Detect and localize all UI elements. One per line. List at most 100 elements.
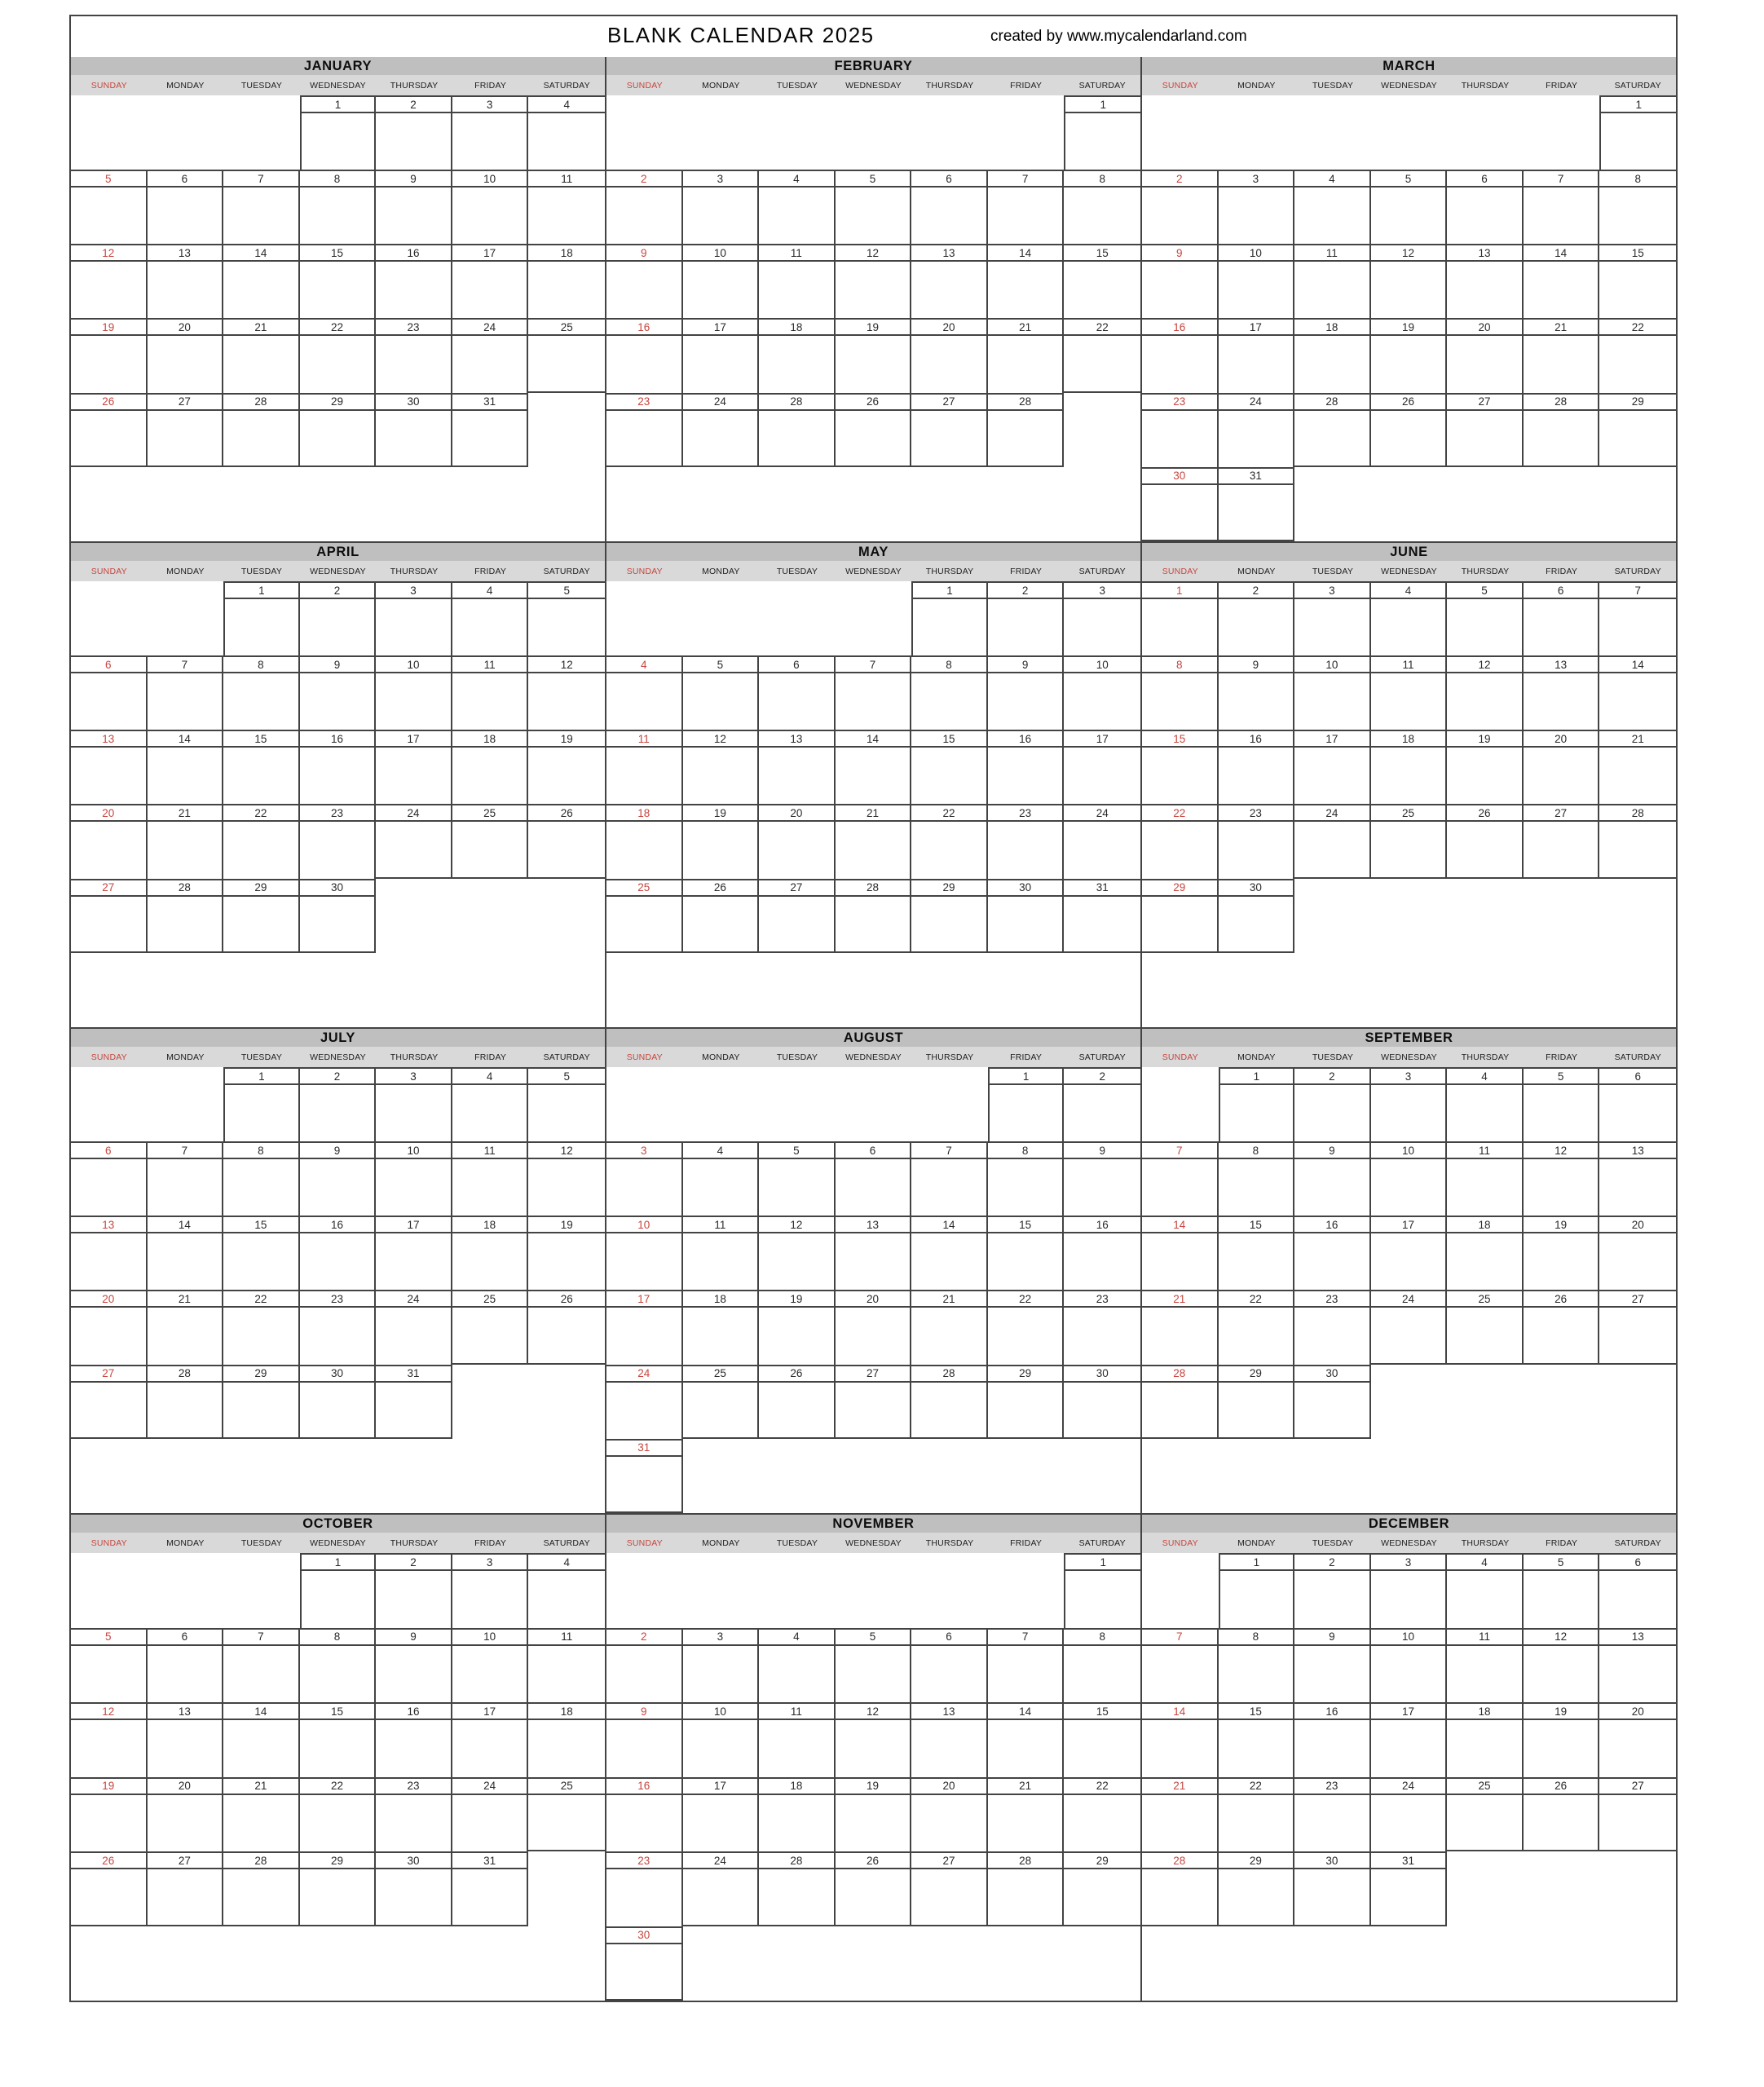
date-number: 10 <box>682 244 760 263</box>
notes-cell <box>606 1794 683 1851</box>
date-cell: 5 <box>835 170 912 245</box>
date-cell: 22 <box>1064 318 1140 393</box>
date-number: 1 <box>1064 1553 1140 1571</box>
date-cell: 10 <box>1064 655 1140 730</box>
notes-cell <box>1371 599 1448 656</box>
date-number: 24 <box>1370 1290 1448 1308</box>
date-cell: 20 <box>147 1776 224 1851</box>
notes-cell <box>988 336 1065 393</box>
notes-cell <box>1142 896 1219 953</box>
date-number: 27 <box>911 392 988 411</box>
date-number: 12 <box>528 655 605 674</box>
notes-cell <box>528 822 605 879</box>
notes-cell <box>1219 673 1295 730</box>
day-header-saturday: SATURDAY <box>1078 80 1126 90</box>
week-row <box>71 1439 605 1513</box>
date-number: 4 <box>682 1141 760 1160</box>
date-cell: 3 <box>1370 1067 1448 1142</box>
month-title: SEPTEMBER <box>1142 1029 1676 1047</box>
weekday-header-row: SUNDAY MONDAY TUESDAY WEDNESDAY THURSDAY FRID… <box>1142 75 1676 95</box>
notes-cell <box>1447 822 1524 879</box>
date-number: 16 <box>1142 318 1219 337</box>
notes-cell <box>1524 1645 1600 1702</box>
date-cell: 26 <box>1370 392 1448 467</box>
date-cell: 13 <box>759 730 836 805</box>
empty-day-cell <box>1219 95 1295 170</box>
date-number: 8 <box>1599 170 1676 188</box>
notes-cell <box>1142 599 1219 656</box>
date-number: 17 <box>376 730 452 748</box>
notes-cell <box>987 1085 1065 1142</box>
date-number: 30 <box>299 878 377 897</box>
week-row: 11 12 13 14 15 16 17 <box>606 730 1140 805</box>
notes-cell <box>1064 262 1140 318</box>
date-cell: 9 <box>987 655 1065 730</box>
notes-cell <box>528 1571 605 1628</box>
date-number: 8 <box>1064 170 1140 188</box>
date-cell: 7 <box>987 1627 1065 1702</box>
date-number: 25 <box>452 804 529 823</box>
date-cell: 1 <box>1064 1553 1140 1628</box>
notes-cell <box>1294 599 1371 656</box>
date-cell: 18 <box>528 1702 605 1777</box>
day-header-monday: MONDAY <box>702 1538 740 1548</box>
month-april: APRIL SUNDAY MONDAY TUESDAY WEDNESDAY THURSDA… <box>71 543 605 1027</box>
date-number: 7 <box>835 655 912 674</box>
date-cell: 18 <box>528 244 605 318</box>
notes-cell <box>1294 673 1371 730</box>
date-number: 8 <box>223 1141 300 1160</box>
empty-day-cell <box>988 1553 1065 1628</box>
notes-cell <box>299 1571 377 1628</box>
date-cell: 2 <box>376 1553 452 1628</box>
date-number: 18 <box>1370 730 1448 748</box>
date-number: 12 <box>1523 1627 1600 1646</box>
day-header-monday: MONDAY <box>1237 1052 1276 1062</box>
date-cell: 20 <box>759 804 836 879</box>
date-number: 6 <box>71 1141 148 1160</box>
date-cell: 29 <box>223 878 300 953</box>
date-number: 25 <box>606 878 683 897</box>
notes-cell <box>452 1308 529 1365</box>
notes-cell <box>1371 1571 1448 1628</box>
notes-cell <box>1142 1308 1219 1365</box>
day-header-saturday: SATURDAY <box>1614 1052 1661 1062</box>
date-number: 11 <box>1447 1141 1524 1160</box>
date-number: 3 <box>1370 1553 1448 1571</box>
date-number: 14 <box>147 1216 224 1234</box>
date-number: 3 <box>1370 1067 1448 1085</box>
notes-cell <box>836 1159 912 1216</box>
empty-day-cell <box>1064 393 1140 467</box>
date-number: 10 <box>1218 244 1295 263</box>
date-cell: 13 <box>71 1216 148 1291</box>
date-cell: 6 <box>1447 170 1524 245</box>
date-cell: 28 <box>1142 1364 1219 1439</box>
empty-day-cell <box>1599 879 1676 953</box>
date-cell: 12 <box>71 1702 148 1777</box>
empty-day-cell <box>452 879 529 953</box>
notes-cell <box>1142 822 1219 879</box>
date-number: 18 <box>759 318 836 337</box>
notes-cell <box>1370 1869 1448 1926</box>
date-cell: 31 <box>452 392 529 467</box>
date-number: 1 <box>223 1067 300 1085</box>
notes-cell <box>300 1720 377 1777</box>
week-row: 30 <box>606 1926 1140 2001</box>
date-number: 10 <box>682 1702 760 1720</box>
notes-cell <box>71 1794 148 1851</box>
date-cell: 4 <box>1447 1067 1524 1142</box>
date-cell: 15 <box>223 1216 300 1291</box>
date-cell: 14 <box>147 730 224 805</box>
date-cell: 6 <box>1599 1067 1676 1141</box>
date-cell: 18 <box>1370 730 1448 805</box>
date-cell: 10 <box>1294 655 1371 730</box>
notes-cell <box>1294 822 1371 879</box>
notes-cell <box>1599 1571 1676 1628</box>
empty-day-cell <box>71 581 148 655</box>
notes-cell <box>911 410 988 467</box>
week-row: 19 20 21 22 23 24 25 <box>71 318 605 393</box>
date-cell: 24 <box>606 1364 683 1439</box>
date-cell: 12 <box>759 1216 836 1291</box>
notes-cell <box>682 410 760 467</box>
